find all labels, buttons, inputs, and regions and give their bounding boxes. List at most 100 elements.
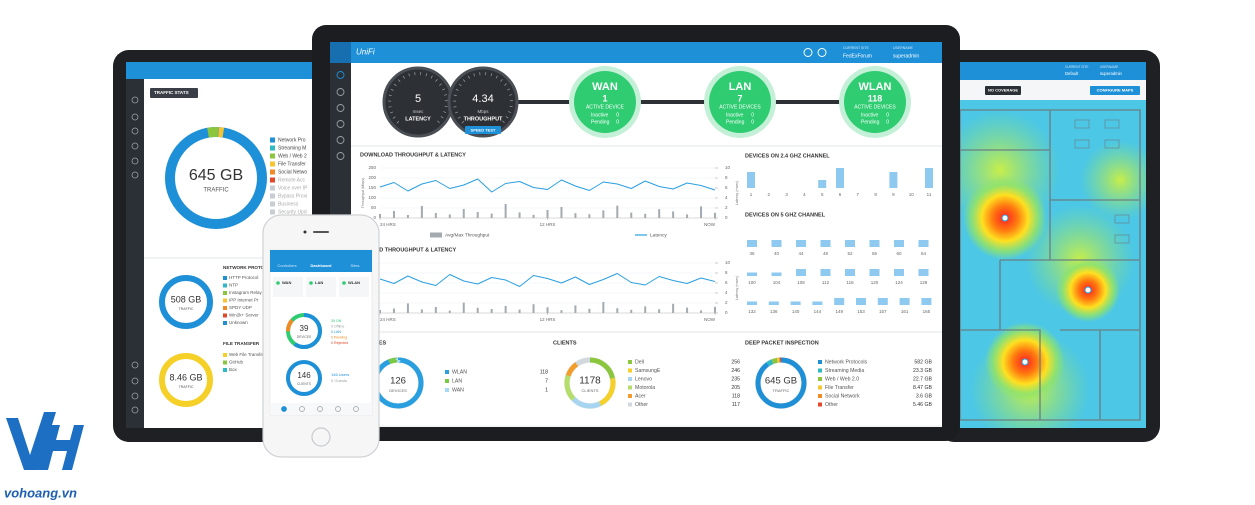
legend-swatch bbox=[223, 283, 227, 288]
legend-label: Latency bbox=[650, 232, 667, 238]
phone-camera bbox=[303, 230, 307, 234]
throughput-bar bbox=[434, 213, 437, 218]
legend-label: File Transfer bbox=[278, 161, 306, 167]
x-tick-label: 40 bbox=[774, 251, 780, 256]
right-tablet-screen: CURRENT SITE Default USERNAME superadmin NO … bbox=[952, 62, 1146, 428]
phone-tab-icon bbox=[335, 406, 341, 412]
gauge-tick bbox=[444, 94, 448, 96]
throughput-bar bbox=[658, 309, 661, 313]
throughput-bar bbox=[714, 306, 716, 313]
logo: UniFi bbox=[356, 48, 375, 57]
x-tick-label: 64 bbox=[921, 251, 927, 256]
bar bbox=[921, 298, 932, 305]
legend-label: Voice over IP bbox=[278, 185, 308, 191]
donut-segment bbox=[564, 357, 616, 409]
legend-swatch bbox=[270, 153, 275, 159]
bar bbox=[889, 172, 898, 188]
legend-value: 22.7 GB bbox=[913, 376, 933, 382]
y-tick-label: 250 bbox=[368, 165, 376, 170]
bar bbox=[768, 301, 779, 305]
legend-label: Web File Transfer bbox=[229, 352, 265, 357]
y2-tick-label: 4 bbox=[725, 195, 728, 200]
throughput-bar bbox=[686, 214, 689, 218]
bar bbox=[790, 301, 801, 305]
phone-status-dot bbox=[342, 281, 346, 285]
x-tick-label: 149 bbox=[835, 309, 843, 314]
gauge-tick bbox=[435, 78, 438, 82]
legend-label: Remote Acc bbox=[278, 177, 305, 183]
gauge-label: LATENCY bbox=[405, 116, 431, 122]
status-count: 7 bbox=[737, 93, 742, 103]
header-icon bbox=[803, 48, 813, 57]
bar bbox=[856, 298, 866, 305]
phone-home-button bbox=[311, 427, 331, 447]
phone-status-label: LAN bbox=[315, 280, 323, 285]
status-inactive: 0 bbox=[751, 112, 754, 118]
speed-test-button[interactable] bbox=[465, 126, 501, 134]
donut-segment bbox=[564, 357, 616, 409]
throughput-bar bbox=[616, 205, 619, 218]
gauge-tick bbox=[388, 94, 392, 97]
status-pending: 0 bbox=[751, 119, 754, 125]
x-tick-label: 132 bbox=[748, 309, 756, 314]
throughput-bar bbox=[658, 209, 661, 218]
y-tick-label: 0 bbox=[373, 215, 376, 220]
brand-mark bbox=[38, 425, 84, 470]
legend-label: Unknown bbox=[229, 320, 248, 325]
x-tick-label: 157 bbox=[879, 309, 887, 314]
status-pending: 0 bbox=[616, 119, 619, 125]
legend-label: Streaming M bbox=[278, 145, 306, 151]
legend-label: Lenovo bbox=[635, 376, 652, 382]
bar bbox=[834, 298, 845, 305]
throughput-bar bbox=[532, 214, 535, 218]
legend-swatch bbox=[223, 291, 227, 295]
throughput-bar bbox=[700, 310, 703, 313]
phone-devices-label: DEVICES bbox=[297, 335, 312, 339]
status-pending: 0 bbox=[886, 119, 889, 125]
legend-value: 235 bbox=[731, 376, 740, 382]
legend-swatch bbox=[818, 394, 822, 398]
furniture bbox=[1104, 119, 1120, 129]
phone-screen-content: Controllers Dashboard Sites WAN LAN WLAN 39 DEV… bbox=[270, 250, 372, 415]
legend-swatch bbox=[270, 201, 275, 207]
sidebar-icon bbox=[336, 120, 345, 128]
status-count: 118 bbox=[868, 93, 883, 103]
phone-speaker bbox=[313, 231, 329, 233]
gauge-value: 5 bbox=[415, 93, 421, 105]
configure-button-label: CONFIGURE MAPS bbox=[1097, 88, 1134, 93]
legend-value: 1 bbox=[545, 387, 548, 393]
traffic-total: 645 GB bbox=[189, 167, 243, 184]
furniture bbox=[1104, 139, 1120, 149]
legend-swatch bbox=[270, 169, 275, 175]
sidebar-icon bbox=[131, 171, 139, 179]
throughput-bar bbox=[476, 212, 479, 218]
x-tick-label: 5 bbox=[821, 192, 824, 197]
legend-swatch bbox=[445, 379, 449, 383]
gauge-tick bbox=[502, 120, 505, 124]
bar bbox=[925, 168, 933, 188]
legend-value: 256 bbox=[731, 359, 740, 365]
furniture bbox=[1074, 139, 1090, 149]
legend-swatch bbox=[628, 360, 632, 364]
sidebar-icon bbox=[131, 142, 139, 150]
throughput-bar bbox=[420, 206, 423, 218]
furniture bbox=[1114, 234, 1130, 244]
legend-swatch bbox=[628, 402, 632, 407]
y-tick-label: 50 bbox=[371, 205, 377, 210]
legend-swatch bbox=[270, 161, 275, 167]
sidebar-icon bbox=[336, 152, 345, 160]
bar bbox=[869, 269, 880, 276]
throughput-bar bbox=[560, 310, 563, 313]
legend-label: WAN bbox=[452, 387, 464, 393]
throughput-bar bbox=[532, 304, 535, 313]
chart-title: DEVICES ON 5 GHZ CHANNEL bbox=[745, 212, 826, 218]
y-axis-label: Throughput (Mbps) bbox=[361, 178, 365, 209]
throughput-bar bbox=[616, 308, 619, 313]
furniture bbox=[1074, 119, 1090, 129]
phone-clients-label: CLIENTS bbox=[297, 382, 312, 386]
bar bbox=[820, 240, 831, 247]
status-label: ACTIVE DEVICE bbox=[586, 104, 625, 110]
gauge-tick bbox=[507, 88, 511, 91]
gauge-tick bbox=[430, 75, 433, 79]
